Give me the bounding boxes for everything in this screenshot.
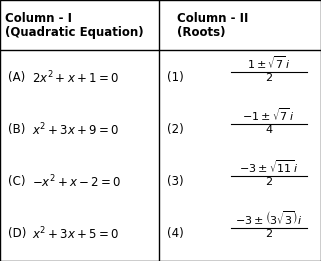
Text: $-1\pm\sqrt{7}\,i$: $-1\pm\sqrt{7}\,i$ — [242, 106, 295, 123]
Text: (A): (A) — [8, 72, 25, 85]
Text: 4: 4 — [265, 125, 273, 135]
Text: $1\pm\sqrt{7}\,i$: $1\pm\sqrt{7}\,i$ — [247, 54, 291, 71]
Text: $x^2+3x+9=0$: $x^2+3x+9=0$ — [32, 122, 119, 138]
Text: (1): (1) — [167, 72, 184, 85]
Text: 2: 2 — [265, 73, 273, 83]
Text: (D): (D) — [8, 228, 26, 240]
Text: (Quadratic Equation): (Quadratic Equation) — [5, 26, 143, 39]
Text: (4): (4) — [167, 228, 184, 240]
Text: $-x^2+x-2=0$: $-x^2+x-2=0$ — [32, 174, 121, 190]
Text: (2): (2) — [167, 123, 184, 137]
Text: $-3\pm\sqrt{11}\,i$: $-3\pm\sqrt{11}\,i$ — [239, 158, 299, 175]
Text: (3): (3) — [167, 175, 184, 188]
Text: (Roots): (Roots) — [177, 26, 225, 39]
Text: Column - I: Column - I — [5, 12, 72, 25]
Text: 2: 2 — [265, 177, 273, 187]
Text: (B): (B) — [8, 123, 25, 137]
Text: (C): (C) — [8, 175, 25, 188]
Text: $x^2+3x+5=0$: $x^2+3x+5=0$ — [32, 226, 119, 242]
Text: $-3\pm\left(3\sqrt{3}\right)i$: $-3\pm\left(3\sqrt{3}\right)i$ — [235, 210, 303, 227]
Text: Column - II: Column - II — [177, 12, 248, 25]
Text: $2x^2+x+1=0$: $2x^2+x+1=0$ — [32, 70, 119, 86]
Text: 2: 2 — [265, 229, 273, 239]
